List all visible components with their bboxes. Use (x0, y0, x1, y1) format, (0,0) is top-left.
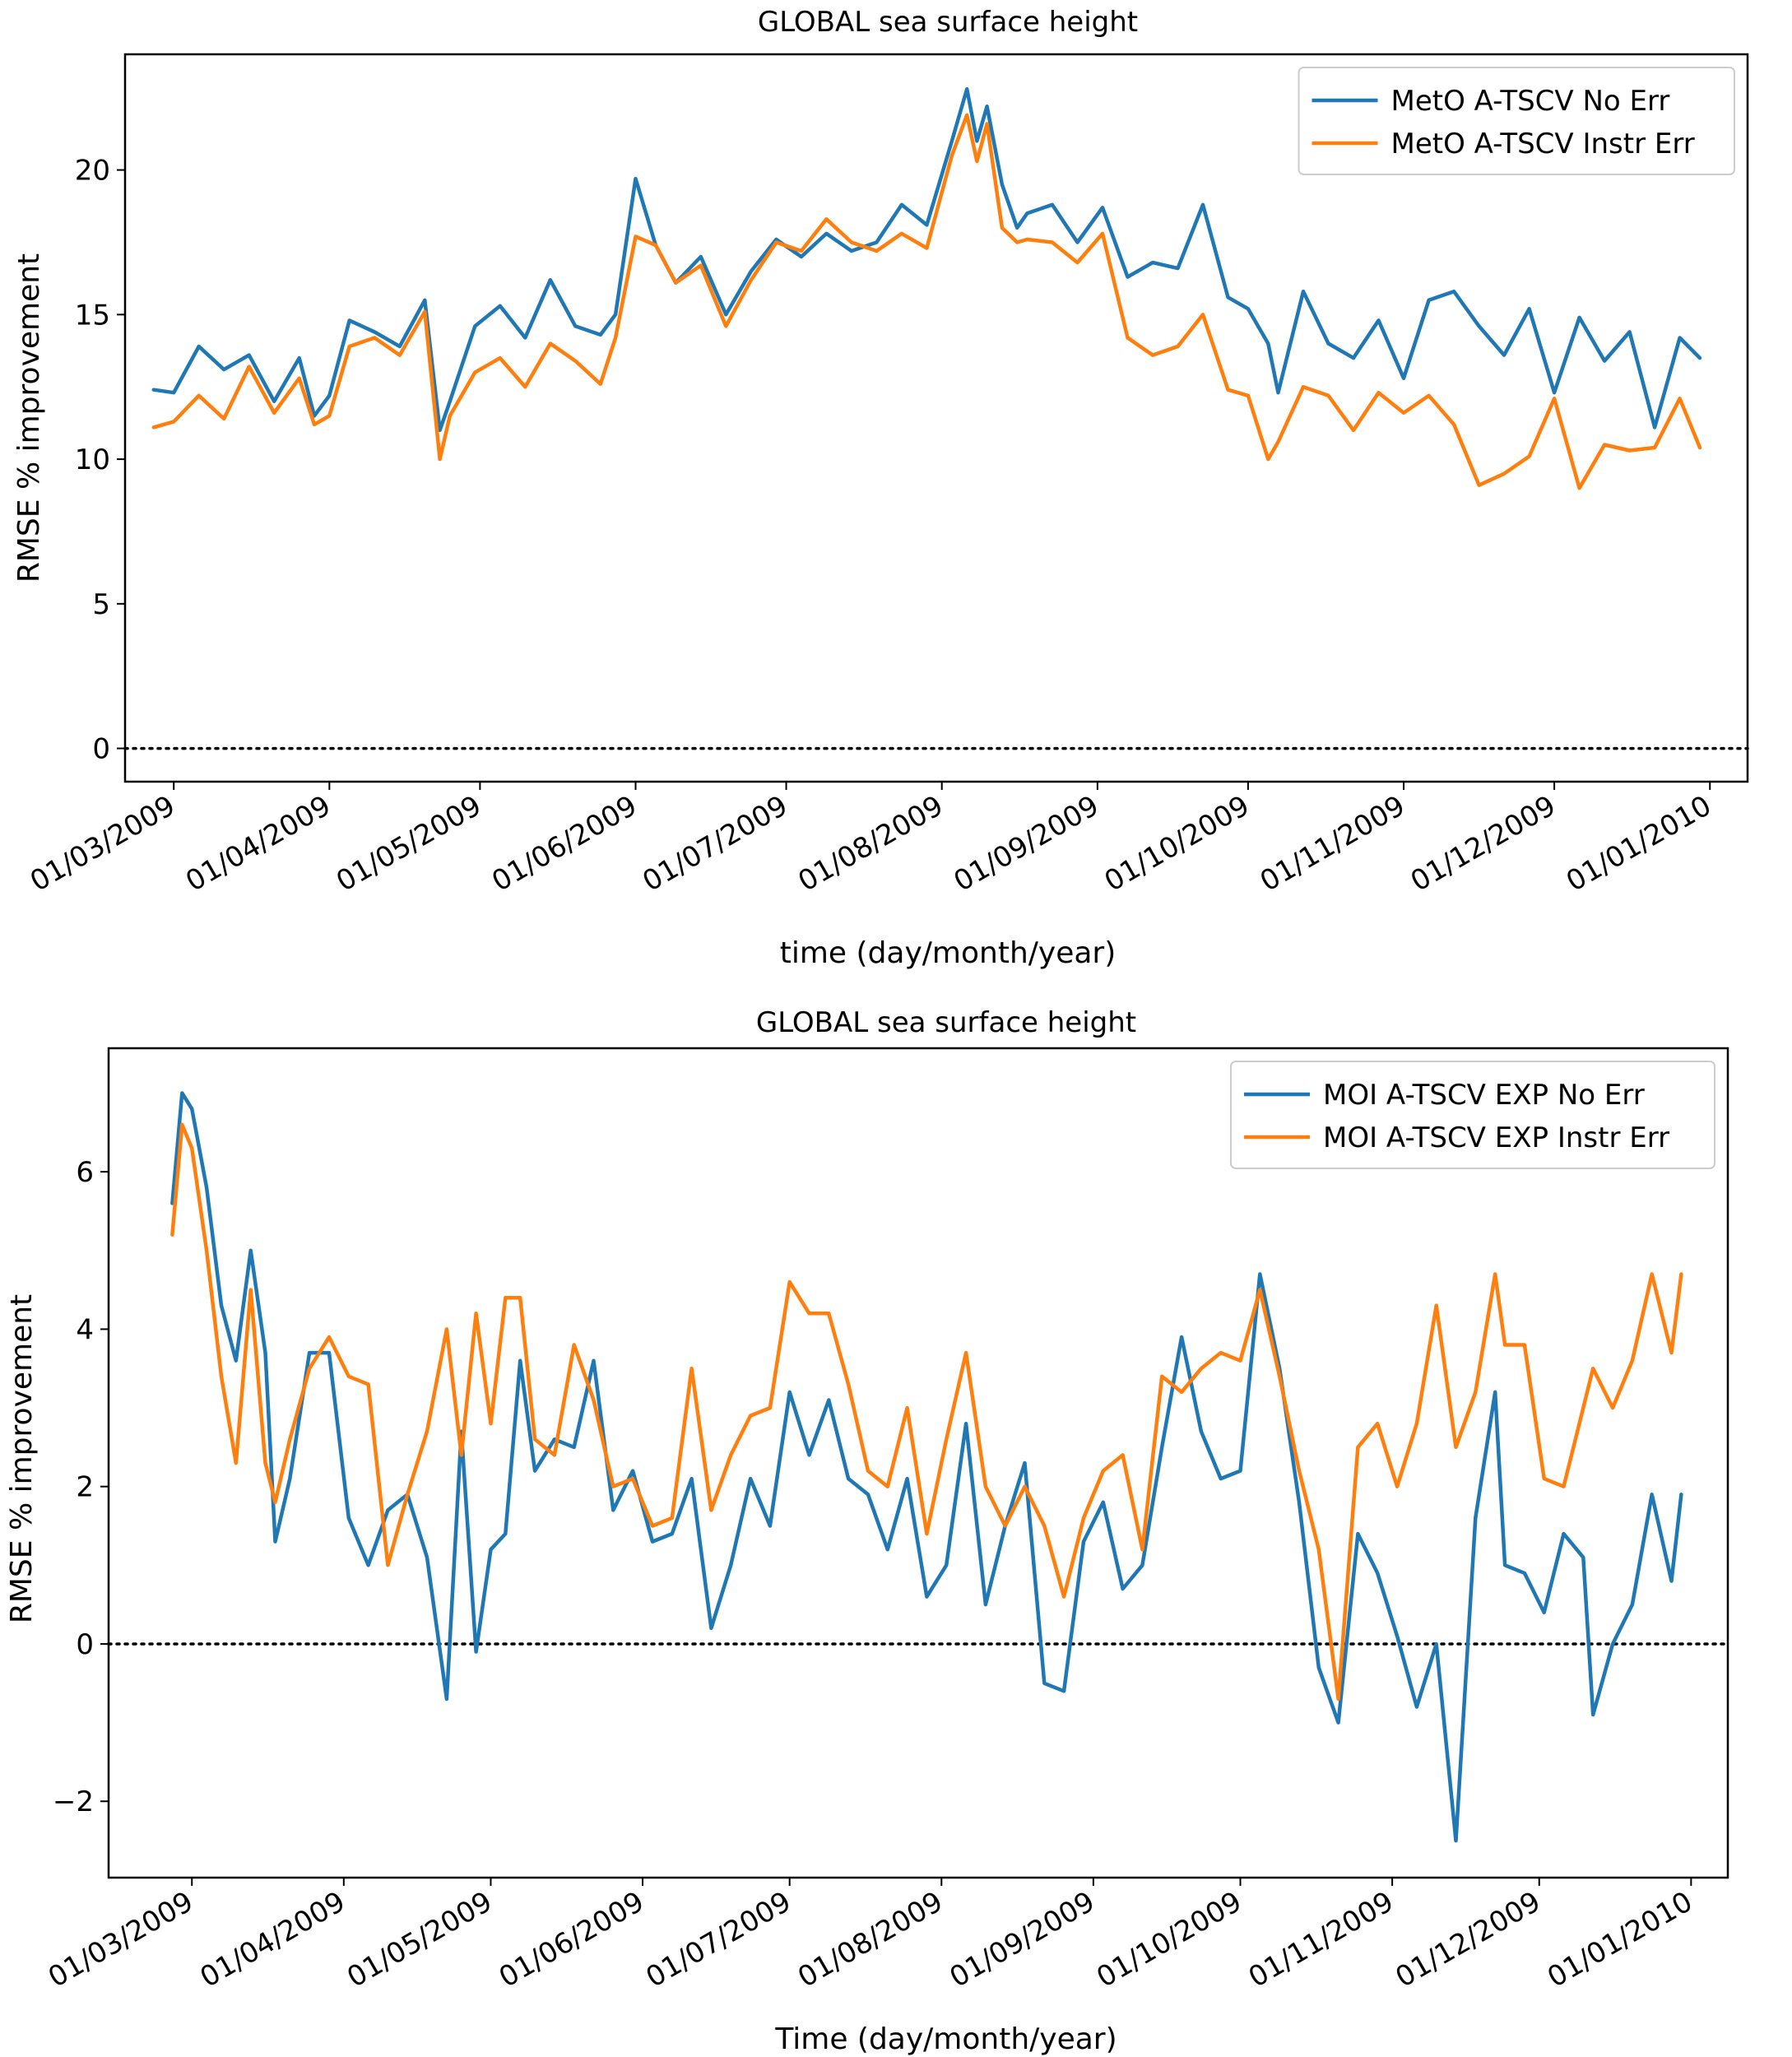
y-tick-label: 15 (75, 299, 110, 332)
y-axis-label: RMSE % improvement (5, 1294, 39, 1623)
legend-label: MOI A-TSCV EXP No Err (1323, 1079, 1645, 1112)
x-axis-label: Time (day/month/year) (774, 2022, 1117, 2056)
series-line-instr-err (151, 113, 1702, 490)
y-tick-label: 2 (76, 1471, 94, 1504)
legend-label: MOI A-TSCV EXP Instr Err (1323, 1121, 1669, 1154)
legend: MetO A-TSCV No Err MetO A-TSCV Instr Err (1298, 67, 1735, 175)
legend: MOI A-TSCV EXP No Err MOI A-TSCV EXP Inst… (1230, 1061, 1715, 1169)
series-line-instr-err (170, 1122, 1683, 1702)
plot-area (123, 86, 1749, 750)
plot-area (107, 1091, 1729, 1843)
y-tick-label: 10 (75, 443, 110, 476)
y-axis-label: RMSE % improvement (12, 253, 46, 583)
y-tick-label: −2 (53, 1785, 94, 1818)
legend-box (1298, 67, 1735, 175)
chart-title: GLOBAL sea surface height (758, 6, 1138, 39)
x-axis-label: time (day/month/year) (780, 936, 1117, 970)
y-tick-label: 0 (92, 733, 110, 766)
y-tick-label: 4 (76, 1313, 94, 1346)
y-tick-label: 20 (75, 155, 110, 188)
axes-frame (107, 1047, 1729, 1879)
legend-label: MetO A-TSCV Instr Err (1391, 128, 1695, 160)
axes-frame (123, 53, 1749, 783)
y-tick-label: 5 (92, 588, 110, 621)
legend-label: MetO A-TSCV No Err (1391, 85, 1670, 118)
y-tick-label: 6 (76, 1156, 94, 1189)
series-line-no-err (151, 86, 1702, 433)
legend-box (1230, 1061, 1715, 1169)
y-tick-label: 0 (76, 1628, 94, 1661)
chart-title: GLOBAL sea surface height (756, 1006, 1136, 1039)
